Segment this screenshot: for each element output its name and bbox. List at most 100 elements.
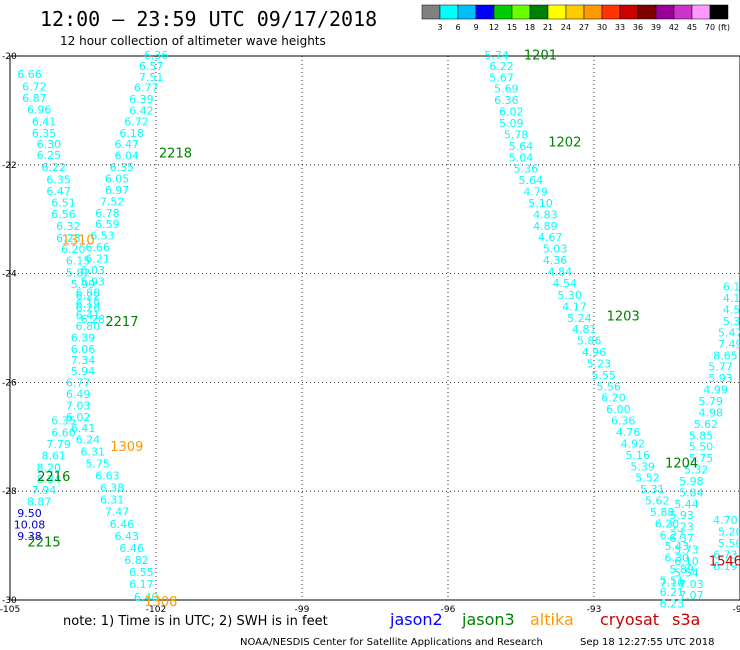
- wave-height-value: 5.03: [543, 243, 568, 256]
- wave-height-value: 5.93: [669, 509, 694, 522]
- wave-height-value: 5.43: [664, 540, 689, 553]
- legend-entry-altika: altika: [530, 610, 574, 629]
- wave-height-value: 7.51: [139, 71, 164, 84]
- pass-time-label: 1203: [607, 310, 640, 325]
- wave-height-value: 7.47: [105, 505, 130, 518]
- wave-height-value: 6.21: [85, 252, 110, 265]
- wave-height-value: 6.66: [85, 241, 110, 254]
- footer-note: note: 1) Time is in UTC; 2) SWH is in fe…: [63, 614, 328, 629]
- pass-time-label: 1202: [548, 136, 581, 151]
- wave-height-value: 6.46: [110, 518, 135, 531]
- colorbar-tick-label: 33: [615, 23, 625, 32]
- pass-time-label: 2218: [159, 146, 192, 161]
- colorbar-tick-label: 9: [473, 23, 478, 32]
- y-tick-label: -22: [2, 161, 17, 171]
- wave-height-value: 5.56: [596, 380, 621, 393]
- wave-height-value: 5.99: [71, 278, 96, 291]
- wave-height-value: 5.55: [591, 369, 616, 382]
- wave-height-value: 6.35: [32, 127, 57, 140]
- colorbar-tick-label: 15: [507, 23, 517, 32]
- pass-time-label: 2216: [37, 470, 70, 485]
- x-tick-label: -96: [441, 605, 456, 615]
- wave-height-value: 6.43: [115, 530, 140, 543]
- wave-height-value: 4.50: [723, 304, 740, 317]
- wave-height-value: 6.39: [71, 331, 96, 344]
- wave-height-value: 6.22: [489, 60, 514, 73]
- colorbar-swatch: [565, 4, 585, 20]
- colorbar-swatch: [691, 4, 711, 20]
- pass-annotations: 1201 1202 1203 1204 2218 2217 2216 2215 1310 1309…: [28, 49, 740, 611]
- wave-height-value: 5.73: [674, 543, 699, 556]
- wave-height-value: 5.86: [577, 335, 602, 348]
- x-tick-label: -93: [587, 605, 602, 615]
- y-tick-label: -24: [2, 270, 17, 280]
- wave-height-value: 5.85: [689, 429, 714, 442]
- wave-height-value: 6.31: [80, 446, 105, 459]
- wave-height-value: 5.50: [718, 537, 740, 550]
- wave-height-value: 8.87: [27, 496, 52, 509]
- colorbar-tick-label: 27: [579, 23, 589, 32]
- wave-height-value: 5.78: [504, 128, 529, 141]
- wave-height-value: 6.72: [124, 115, 149, 128]
- pass-time-label: 1204: [665, 457, 698, 472]
- wave-height-value: 6.26: [76, 301, 101, 314]
- wave-height-value: 6.55: [129, 566, 154, 579]
- wave-height-value: 4.96: [582, 346, 607, 359]
- legend-entry-jason2: jason2: [389, 610, 443, 629]
- pass-time-label: 1310: [62, 233, 95, 248]
- chart-subtitle: 12 hour collection of altimeter wave hei…: [60, 34, 326, 48]
- colorbar-tick-label: 30: [597, 23, 607, 32]
- wave-height-value: 6.36: [494, 94, 519, 107]
- wave-height-value: 5.94: [71, 365, 96, 378]
- wave-height-value: 5.24: [567, 312, 592, 325]
- wave-height-value: 6.41: [71, 422, 96, 435]
- legend-entry-jason3: jason3: [461, 610, 515, 629]
- colorbar-swatch: [601, 4, 621, 20]
- wave-height-value: 6.18: [119, 127, 144, 140]
- wave-height-value: 8.34: [37, 473, 62, 486]
- wave-height-value: 5.44: [674, 498, 699, 511]
- wave-height-value: 7.52: [100, 195, 125, 208]
- colorbar-swatch: [421, 4, 441, 20]
- pass-time-label: 2215: [28, 535, 61, 550]
- wave-height-value: 6.97: [105, 184, 130, 197]
- colorbar-unit: (ft): [718, 23, 730, 32]
- wave-height-value: 6.63: [95, 470, 120, 483]
- pass-time-label: 1308: [144, 595, 177, 610]
- wave-height-value: 6.35: [46, 174, 71, 187]
- colorbar-swatch: [655, 4, 675, 20]
- wave-height-value: 5.98: [679, 475, 704, 488]
- colorbar-tick-label: 42: [669, 23, 679, 32]
- wave-height-value: 5.10: [528, 197, 553, 210]
- wave-height-value: 5.75: [85, 458, 110, 471]
- colorbar-swatch: [457, 4, 477, 20]
- wave-height-value: 5.23: [587, 357, 612, 370]
- footer-credit: NOAA/NESDIS Center for Satellite Applica…: [240, 637, 543, 648]
- wave-height-value: 5.62: [694, 418, 719, 431]
- wave-height-value: 6.80: [76, 320, 101, 333]
- satellite-legend: jason2 jason3 altika cryosat s3a: [389, 610, 700, 629]
- wave-height-value: 7.49: [718, 338, 740, 351]
- colorbar-tick-label: 21: [543, 23, 553, 32]
- wave-height-value: 6.36: [144, 49, 169, 62]
- wave-height-value: 10.08: [14, 518, 46, 531]
- data-labels: 6.666.726.876.966.416.356.306.256.226.35…: [14, 49, 740, 610]
- wave-height-value: 5.36: [514, 163, 539, 176]
- wave-height-value: 6.66: [17, 68, 42, 81]
- plot-area: -105 -102 -99 -96 -93 -90 -30 -28 -26 -24 -22 -20 6…: [0, 49, 740, 615]
- wave-height-value: 6.77: [66, 376, 91, 389]
- colorbar-swatch: [619, 4, 639, 20]
- colorbar-swatch: [673, 4, 693, 20]
- wave-height-value: 4.36: [543, 254, 568, 267]
- wave-height-value: 6.46: [119, 542, 144, 555]
- wave-height-value: 5.64: [518, 174, 543, 187]
- wave-height-value: 6.72: [22, 81, 47, 94]
- x-tick-label: -105: [0, 605, 20, 615]
- wave-height-value: 6.23: [660, 597, 685, 610]
- colorbar-swatch: [583, 4, 603, 20]
- wave-height-value: 5.84: [679, 486, 704, 499]
- wave-height-value: 6.88: [76, 287, 101, 300]
- wave-height-value: 6.02: [499, 106, 524, 119]
- wave-height-value: 6.20: [601, 392, 626, 405]
